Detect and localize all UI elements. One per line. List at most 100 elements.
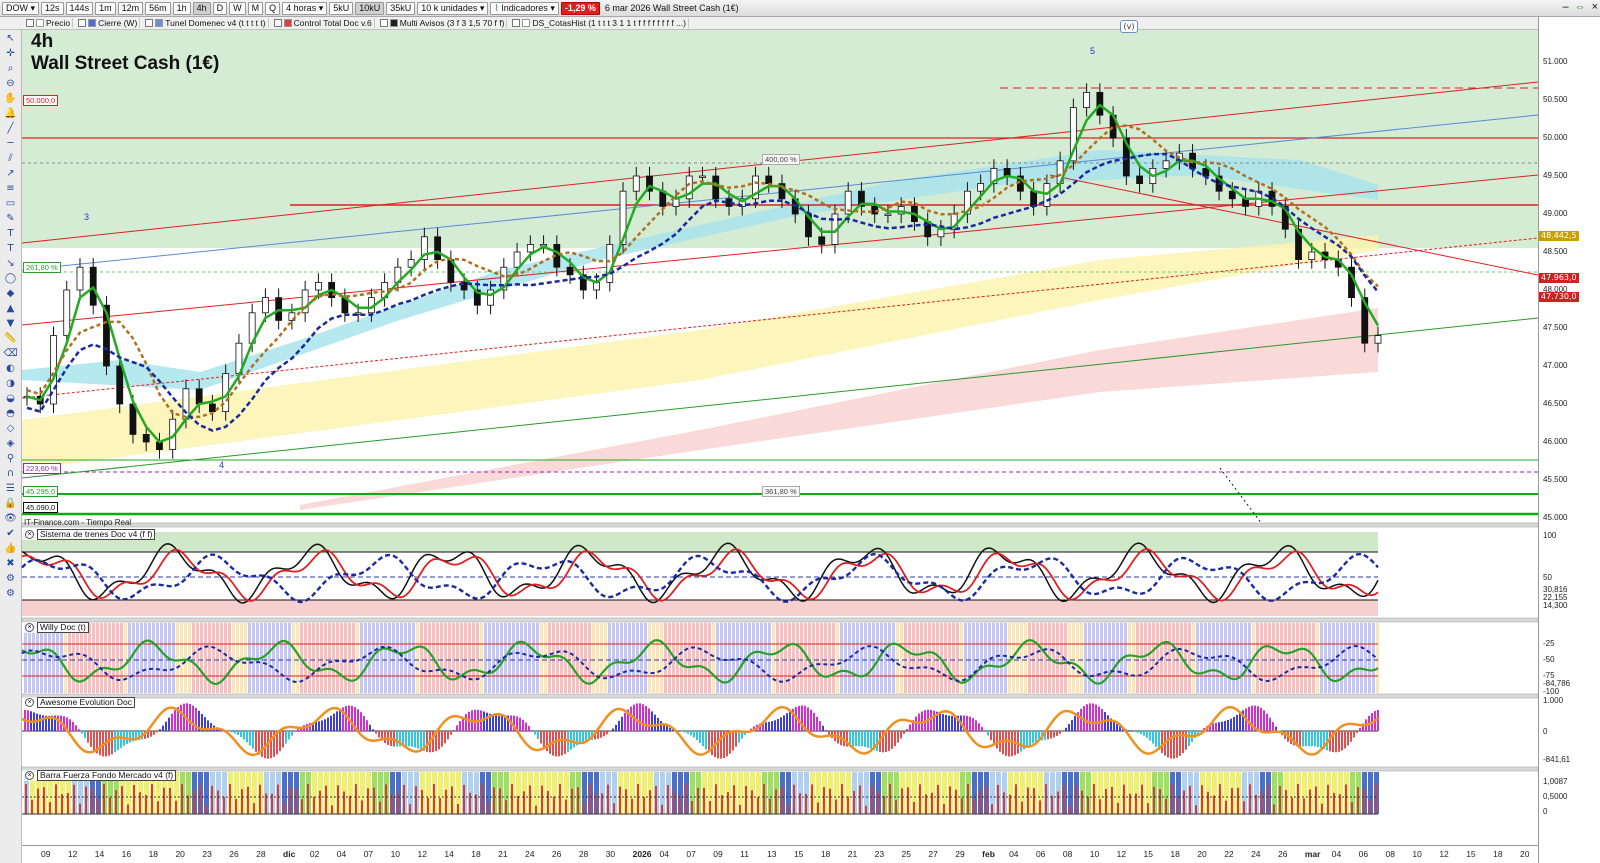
lock-icon[interactable]: 🔒	[4, 498, 17, 509]
timeframe-1m[interactable]: 1m	[95, 1, 116, 15]
pin-icon[interactable]: ⚲	[6, 453, 15, 464]
line-icon[interactable]: ╱	[7, 123, 14, 134]
timeframe-W[interactable]: W	[229, 1, 246, 15]
willy-bar	[516, 623, 519, 693]
checkbox-icon[interactable]	[379, 19, 388, 27]
delete-icon[interactable]: ✖	[6, 558, 15, 569]
layers-icon[interactable]: ☰	[6, 483, 15, 494]
timeframe-56m[interactable]: 56m	[145, 1, 171, 15]
indicator-toggle[interactable]: Multi Avisos (3 f 3 1,5 70 f f)	[378, 18, 508, 28]
close-panel-icon[interactable]: ×	[25, 530, 34, 539]
close-panel-icon[interactable]: ×	[25, 698, 34, 707]
color-icon[interactable]: ◑	[6, 378, 15, 389]
willy-bar	[324, 623, 327, 693]
timeframe-Q[interactable]: Q	[265, 1, 281, 15]
indicator-toggle[interactable]: Precio	[24, 18, 74, 28]
eye-icon[interactable]: 👁	[4, 513, 17, 524]
willy-bar	[1244, 623, 1247, 693]
ruler-icon[interactable]: 📏	[4, 333, 17, 344]
crosshair-icon[interactable]: ✛	[6, 48, 15, 59]
indicator-toggle[interactable]: Tunel Domenec v4 (t t t t t)	[143, 18, 269, 28]
fuerza-bar	[1273, 804, 1275, 814]
fuerza-bg	[1008, 772, 1013, 814]
close-panel-icon[interactable]: ×	[25, 771, 34, 780]
fib-icon[interactable]: ≡	[6, 183, 15, 194]
panel-trenes-title[interactable]: Sistema de trenes Doc v4 (f f)	[37, 529, 156, 540]
time-axis[interactable]: 09 12 14 16 18 20 23 26 28 dic 02 04 07 10 12 14 18 21 24 2…	[22, 845, 1538, 863]
checkbox-icon[interactable]	[145, 19, 154, 27]
awesome-bar	[864, 731, 866, 747]
color-icon[interactable]: ◓	[6, 408, 15, 419]
arrow-icon[interactable]: ↘	[6, 258, 15, 269]
color-icon[interactable]: ◒	[6, 393, 15, 404]
timeframe-144s[interactable]: 144s	[65, 1, 94, 15]
rect-icon[interactable]: ▭	[5, 198, 16, 209]
trend-icon[interactable]: ↗	[6, 168, 15, 179]
awesome-bar	[159, 729, 161, 731]
marker-icon[interactable]: ◆	[6, 288, 15, 299]
timeframe-D[interactable]: D	[212, 1, 228, 15]
pencil-icon[interactable]: ✎	[6, 213, 15, 224]
shape-icon[interactable]: ◇	[6, 423, 15, 434]
close-panel-icon[interactable]: ×	[25, 623, 34, 632]
volume-10kU[interactable]: 10kU	[355, 1, 385, 15]
bell-icon[interactable]: 🔔	[4, 108, 17, 119]
settings-icon[interactable]: ⚙	[6, 588, 15, 599]
timeframe-12m[interactable]: 12m	[117, 1, 144, 15]
volume-35kU[interactable]: 35kU	[386, 1, 416, 15]
awesome-bar	[315, 721, 317, 731]
willy-bar	[1020, 623, 1023, 693]
zoom-icon[interactable]: ⌕	[7, 63, 14, 74]
units-select[interactable]: 10 k unidades ▾	[417, 1, 489, 15]
fuerza-bar	[757, 797, 759, 814]
fuerza-bg	[1320, 772, 1325, 814]
v-badge[interactable]: (v)	[1120, 20, 1138, 33]
text-icon[interactable]: T	[7, 243, 14, 254]
indicator-toggle[interactable]: DS_CotasHist (1 t t t 3 1 1 t f f f f f …	[510, 18, 689, 28]
checkbox-icon[interactable]	[78, 19, 87, 27]
price-axis[interactable]: 51.000 50.500 50.000 49.500 49.000 48.500 48.0…	[1538, 17, 1600, 863]
fuerza-bar	[1327, 784, 1329, 814]
ellipse-icon[interactable]: ◯	[4, 273, 17, 284]
timeframe-12s[interactable]: 12s	[41, 1, 64, 15]
volume-5kU[interactable]: 5kU	[329, 1, 354, 15]
indicators-button[interactable]: ⌇ Indicadores ▾	[490, 1, 559, 15]
close-icon[interactable]: ×	[1591, 1, 1598, 13]
checkbox-icon[interactable]	[512, 19, 521, 27]
zoom-out-icon[interactable]: ⊖	[6, 78, 15, 89]
minimize-icon[interactable]: –	[1562, 1, 1569, 13]
magnet-icon[interactable]: ∩	[6, 468, 15, 479]
checkbox-icon[interactable]	[26, 19, 34, 27]
channel-icon[interactable]: ⫽	[8, 153, 13, 164]
check-icon[interactable]: ✔	[6, 528, 15, 539]
period-select[interactable]: 4 horas ▾	[282, 1, 328, 15]
symbol-select[interactable]: DOW ▾	[2, 1, 40, 15]
awesome-bar	[564, 731, 566, 754]
checkbox-icon[interactable]	[273, 19, 282, 27]
panel-awesome-title[interactable]: Awesome Evolution Doc	[37, 697, 135, 708]
awesome-bar	[372, 729, 374, 731]
indicator-toggle[interactable]: Control Total Doc v.6	[272, 18, 375, 28]
thumb-icon[interactable]: 👍	[4, 543, 17, 554]
timeframe-M[interactable]: M	[247, 1, 264, 15]
indicator-toggle[interactable]: Cierre (W)	[76, 18, 141, 28]
fuerza-bg	[972, 772, 977, 814]
timeframe-4h[interactable]: 4h	[192, 1, 211, 15]
awesome-bar	[354, 707, 356, 731]
hline-icon[interactable]: ─	[7, 138, 14, 149]
down-icon[interactable]: ▼	[6, 318, 15, 329]
color-icon[interactable]: ◐	[6, 363, 15, 374]
timeframe-1h[interactable]: 1h	[172, 1, 191, 15]
panel-fuerza-title[interactable]: Barra Fuerza Fondo Mercado v4 (f)	[37, 770, 177, 781]
up-icon[interactable]: ▲	[6, 303, 15, 314]
hand-icon[interactable]: ✋	[4, 93, 17, 104]
text-icon[interactable]: T	[7, 228, 14, 239]
shape-icon[interactable]: ◈	[6, 438, 15, 449]
panel-willy-title[interactable]: Willy Doc (t)	[37, 622, 89, 633]
gear-icon[interactable]: ⚙	[6, 573, 15, 584]
willy-bar	[1308, 623, 1311, 693]
pin-icon[interactable]: ⇔	[1574, 1, 1586, 13]
cursor-icon[interactable]: ↖	[6, 33, 15, 44]
eraser-icon[interactable]: ⌫	[3, 348, 18, 359]
